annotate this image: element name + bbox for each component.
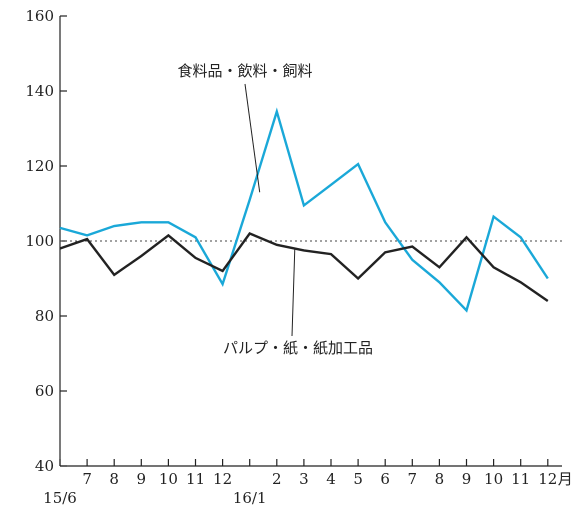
x-tick-label: 11 [511, 470, 530, 488]
y-tick-label: 160 [25, 7, 54, 25]
x-tick-label: 9 [462, 470, 472, 488]
x-tick-label: 2 [272, 470, 282, 488]
x-tick-label: 4 [326, 470, 336, 488]
x-year-label: 16/1 [233, 489, 267, 507]
series-line-food [59, 107, 549, 313]
x-tick-label: 12 [213, 470, 232, 488]
x-tick-label: 7 [408, 470, 418, 488]
y-tick-label: 60 [35, 382, 54, 400]
x-tick-label: 8 [435, 470, 445, 488]
y-tick-label: 40 [35, 457, 54, 475]
x-tick-label: 10 [484, 470, 503, 488]
leader-line-food [244, 83, 261, 193]
y-tick-label: 100 [25, 232, 54, 250]
y-tick-label: 120 [25, 157, 54, 175]
x-tick-label: 11 [186, 470, 205, 488]
x-year-label: 15/6 [43, 489, 77, 507]
y-tick-label: 80 [35, 307, 54, 325]
x-tick-label: 6 [380, 470, 390, 488]
series-line-pulp [59, 232, 549, 302]
x-tick-label: 3 [299, 470, 309, 488]
leader-line-pulp [291, 248, 296, 337]
annotation-food: 食料品・飲料・飼料 [177, 62, 312, 80]
x-unit-label: 月 [558, 470, 573, 488]
series-group [59, 107, 549, 313]
x-tick-label: 10 [159, 470, 178, 488]
x-tick-label: 5 [353, 470, 363, 488]
x-tick-label: 7 [82, 470, 92, 488]
x-tick-label: 9 [137, 470, 147, 488]
x-tick-label: 12 [538, 470, 557, 488]
annotation-pulp: パルプ・紙・紙加工品 [223, 339, 373, 357]
y-tick-label: 140 [25, 82, 54, 100]
x-tick-label: 8 [109, 470, 119, 488]
